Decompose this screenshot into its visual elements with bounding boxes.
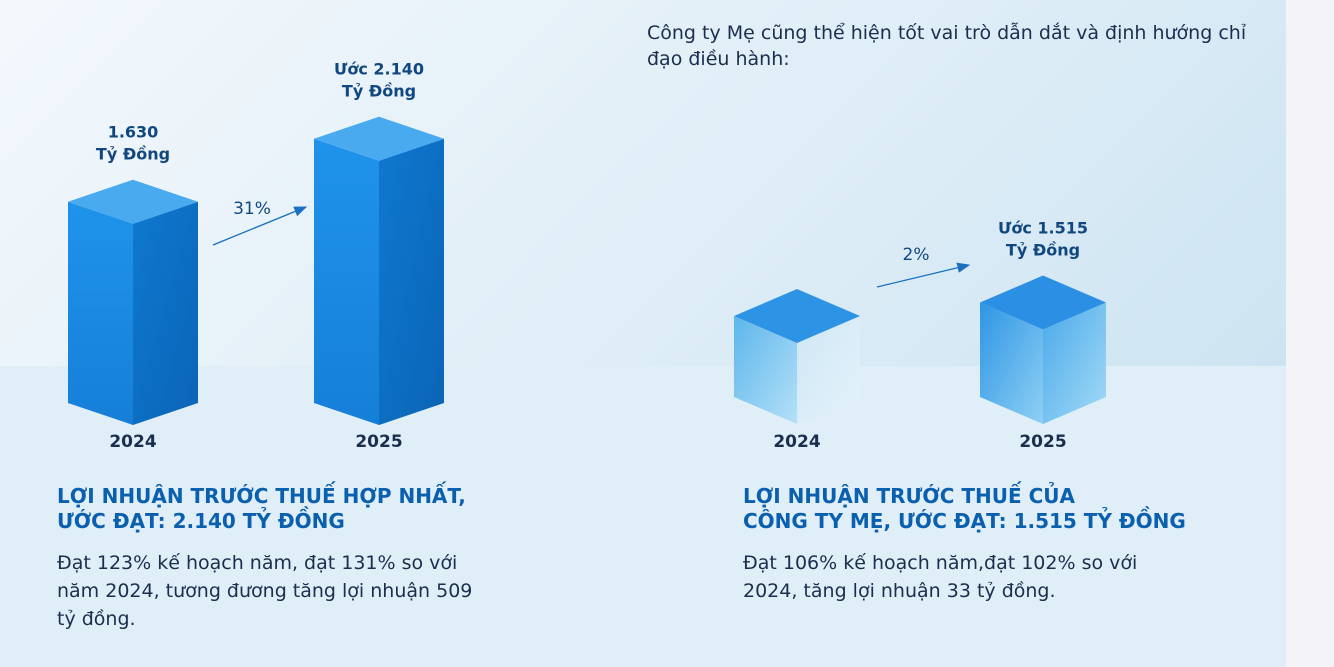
chart2-bar-2025-front-face	[980, 302, 1043, 424]
chart2-value-unit: Tỷ Đồng	[1006, 241, 1080, 260]
chart2-heading-line2: CÔNG TY MẸ, ƯỚC ĐẠT: 1.515 TỶ ĐỒNG	[743, 509, 1186, 533]
chart1-heading-line1: LỢI NHUẬN TRƯỚC THUẾ HỢP NHẤT,	[57, 484, 466, 508]
chart1-value-unit: Tỷ Đồng	[96, 145, 170, 164]
chart2-year-label: 2024	[773, 432, 820, 452]
chart1-year-label: 2025	[355, 432, 402, 452]
chart2-bar-2024-side-face	[797, 316, 860, 424]
chart2-growth-label: 2%	[903, 245, 930, 265]
right-margin	[1286, 0, 1334, 667]
chart1-description: Đạt 123% kế hoạch năm, đạt 131% so với n…	[57, 552, 473, 630]
chart2-year-label: 2025	[1019, 432, 1066, 452]
infographic-panel: Công ty Mẹ cũng thể hiện tốt vai trò dẫn…	[0, 0, 1286, 667]
chart2-bar-2025-top-face	[980, 275, 1106, 330]
chart2-bar-2025-side-face	[1043, 302, 1106, 424]
chart1-bar-2025-front-face	[314, 138, 379, 425]
chart1-value-label: 1.630	[108, 123, 159, 142]
chart2-heading: LỢI NHUẬN TRƯỚC THUẾ CỦA CÔNG TY MẸ, ƯỚC…	[743, 484, 1186, 534]
chart1-heading: LỢI NHUẬN TRƯỚC THUẾ HỢP NHẤT, ƯỚC ĐẠT: …	[57, 484, 466, 534]
chart1-value-label: Ước 2.140	[334, 60, 424, 79]
chart1-heading-line2: ƯỚC ĐẠT: 2.140 TỶ ĐỒNG	[57, 509, 345, 533]
chart2-bar-2024-top-face	[734, 289, 860, 343]
chart1-bar-2024-front-face	[68, 201, 133, 425]
chart1-growth-arrow	[212, 206, 308, 246]
chart2-bar-2024-front-face	[734, 316, 797, 424]
bar-charts: 2024 1.630 Tỷ Đồng 2025 Ước 2.140 Tỷ Đồng 31% 2…	[68, 60, 1106, 452]
chart2-value-label: Ước 1.515	[998, 219, 1088, 238]
chart1-bar-2025-side-face	[379, 138, 444, 425]
lower-band	[0, 366, 1286, 667]
chart1-bar-2024-top-face	[68, 179, 198, 224]
intro-text: Công ty Mẹ cũng thể hiện tốt vai trò dẫn…	[647, 22, 1247, 70]
chart1-growth-label: 31%	[233, 199, 271, 219]
chart1-year-label: 2024	[109, 432, 156, 452]
chart2-growth-arrow	[876, 262, 971, 288]
chart2-description: Đạt 106% kế hoạch năm,đạt 102% so với 20…	[743, 552, 1138, 602]
chart1-bar-2024-side-face	[133, 201, 198, 425]
chart1-bar-2025-top-face	[314, 116, 444, 161]
chart2-heading-line1: LỢI NHUẬN TRƯỚC THUẾ CỦA	[743, 484, 1076, 508]
chart1-value-unit: Tỷ Đồng	[342, 82, 416, 101]
